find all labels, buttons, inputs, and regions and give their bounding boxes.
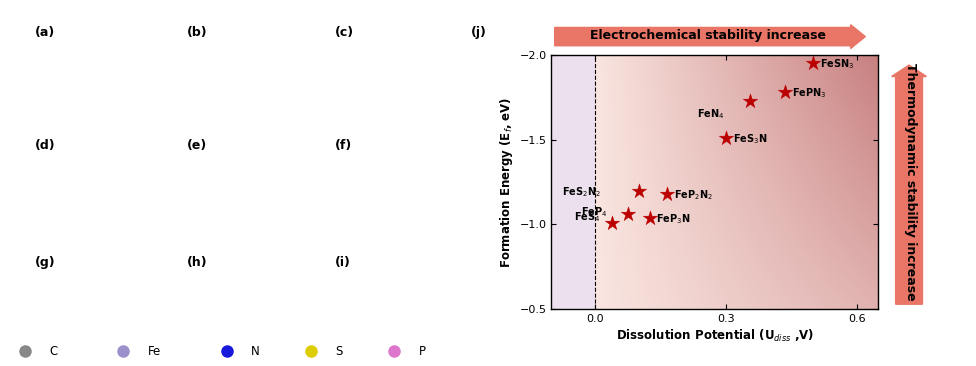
Text: Fe: Fe (148, 345, 161, 358)
Point (777, 89, 793, 95)
Text: FeS$_3$N: FeS$_3$N (733, 132, 767, 146)
Text: (f): (f) (335, 139, 352, 152)
Point (718, 135, 734, 141)
X-axis label: Dissolution Potential (U$_{diss}$ ,V): Dissolution Potential (U$_{diss}$ ,V) (616, 328, 814, 344)
FancyArrow shape (554, 25, 866, 49)
Point (642, 215, 658, 221)
Point (805, 60, 821, 66)
Text: (j): (j) (470, 26, 487, 39)
Bar (551, 55, 595, 309)
Point (742, 98, 757, 104)
Text: FeN$_4$: FeN$_4$ (697, 107, 724, 121)
Text: FeS$_4$: FeS$_4$ (574, 210, 600, 224)
Text: FeS$_2$N$_2$: FeS$_2$N$_2$ (562, 185, 601, 198)
Text: N: N (252, 345, 261, 358)
Point (630, 188, 646, 194)
Text: P: P (419, 345, 426, 358)
Text: (d): (d) (34, 139, 55, 152)
Text: FeP$_4$: FeP$_4$ (581, 206, 607, 220)
Text: (e): (e) (187, 139, 208, 152)
Text: FeP$_3$N: FeP$_3$N (657, 212, 691, 226)
Text: (b): (b) (187, 26, 208, 39)
Text: (i): (i) (335, 256, 351, 269)
Text: Electrochemical stability increase: Electrochemical stability increase (590, 29, 827, 42)
Point (605, 220, 621, 226)
Point (659, 191, 674, 197)
Text: C: C (49, 345, 58, 358)
Text: (c): (c) (335, 26, 354, 39)
FancyArrow shape (892, 65, 926, 304)
Text: S: S (335, 345, 343, 358)
Text: (h): (h) (187, 256, 208, 269)
Text: FeP$_2$N$_2$: FeP$_2$N$_2$ (673, 188, 712, 202)
Text: FePN$_3$: FePN$_3$ (792, 86, 826, 100)
Text: (a): (a) (34, 26, 55, 39)
Y-axis label: Formation Energy (E$_f$, eV): Formation Energy (E$_f$, eV) (499, 96, 515, 268)
Text: Thermodynamic stability increase: Thermodynamic stability increase (904, 63, 916, 301)
Text: FeSN$_3$: FeSN$_3$ (820, 57, 854, 71)
Text: (g): (g) (34, 256, 55, 269)
Point (620, 212, 635, 217)
